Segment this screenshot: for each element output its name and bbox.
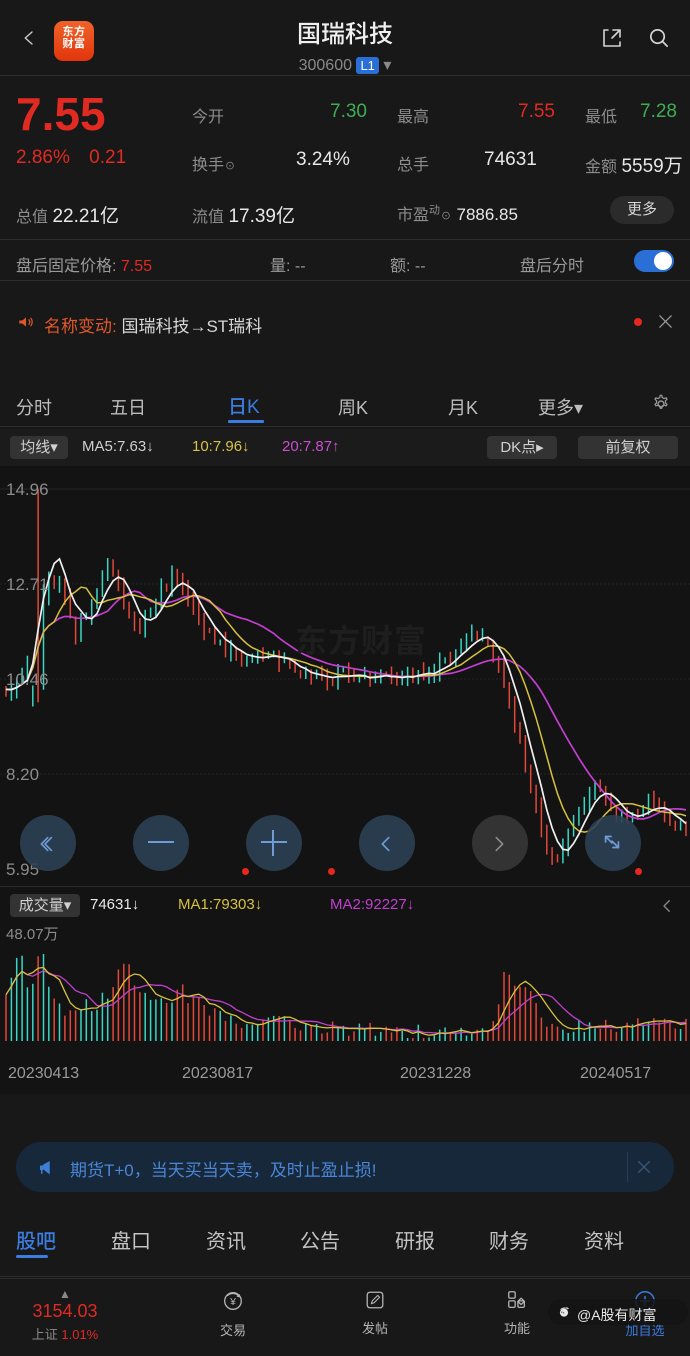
- svg-text:¥: ¥: [229, 1296, 236, 1308]
